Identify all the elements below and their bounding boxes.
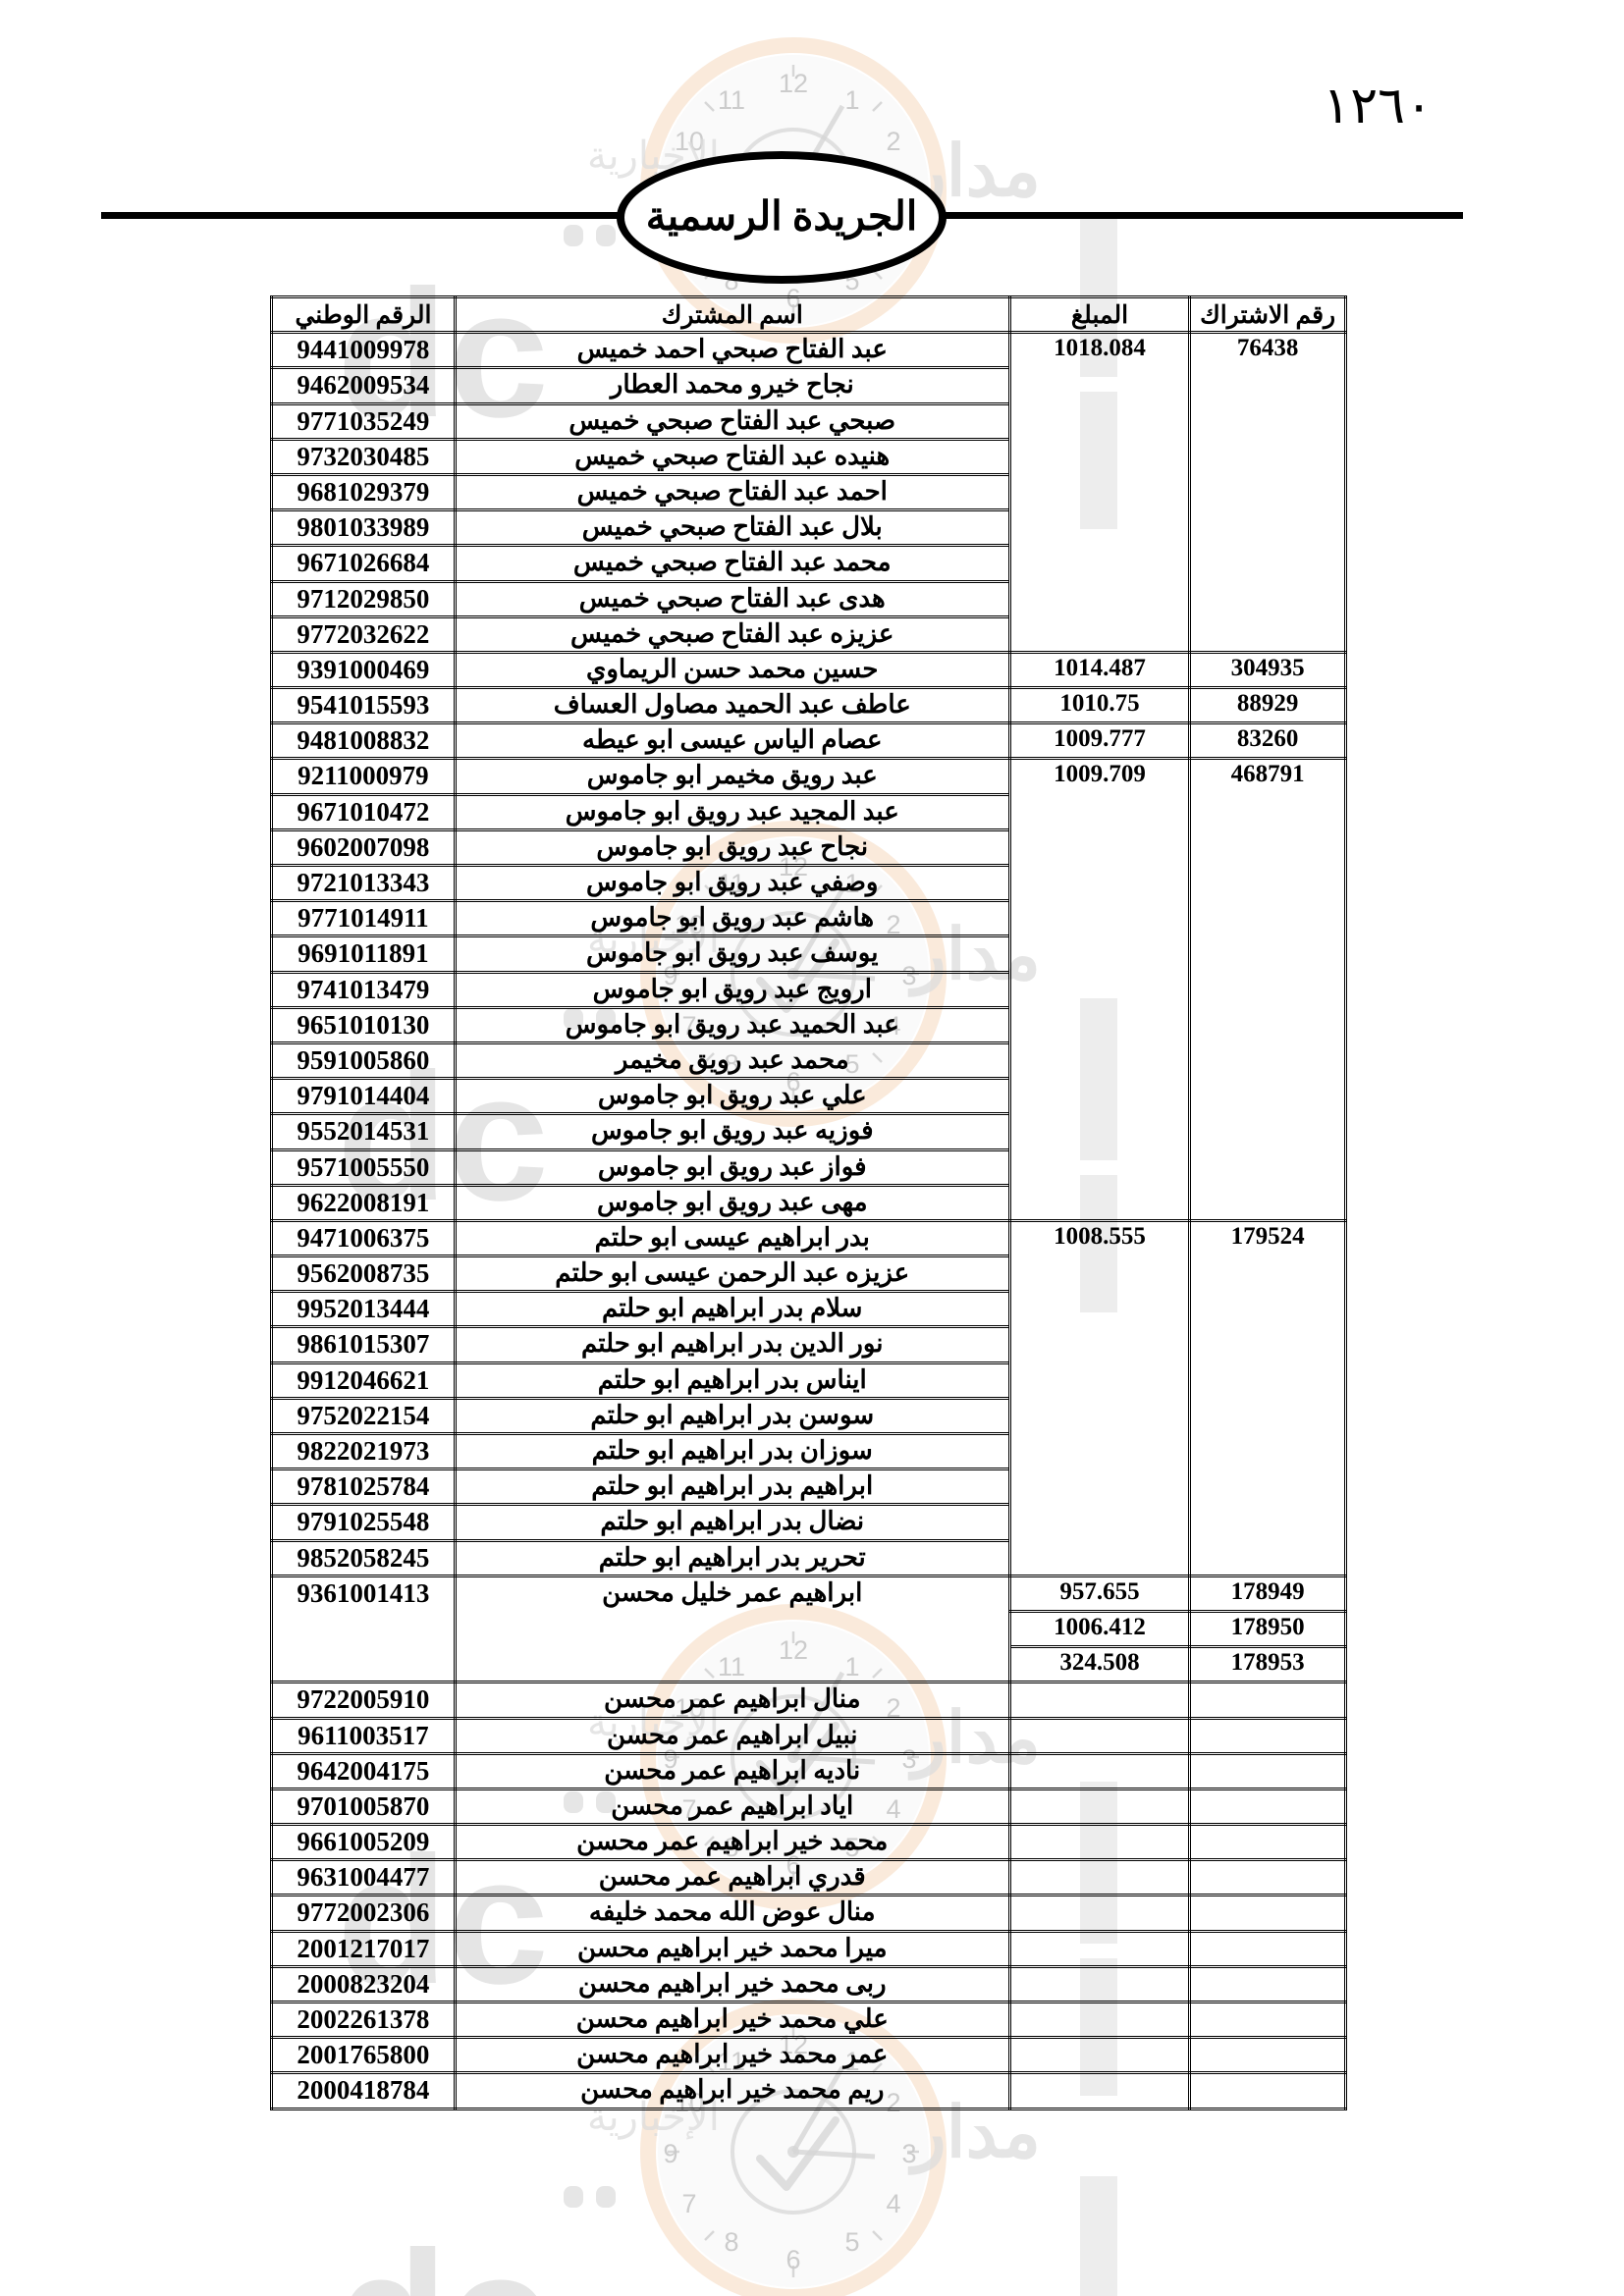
svg-text:dc: dc xyxy=(337,2215,549,2296)
